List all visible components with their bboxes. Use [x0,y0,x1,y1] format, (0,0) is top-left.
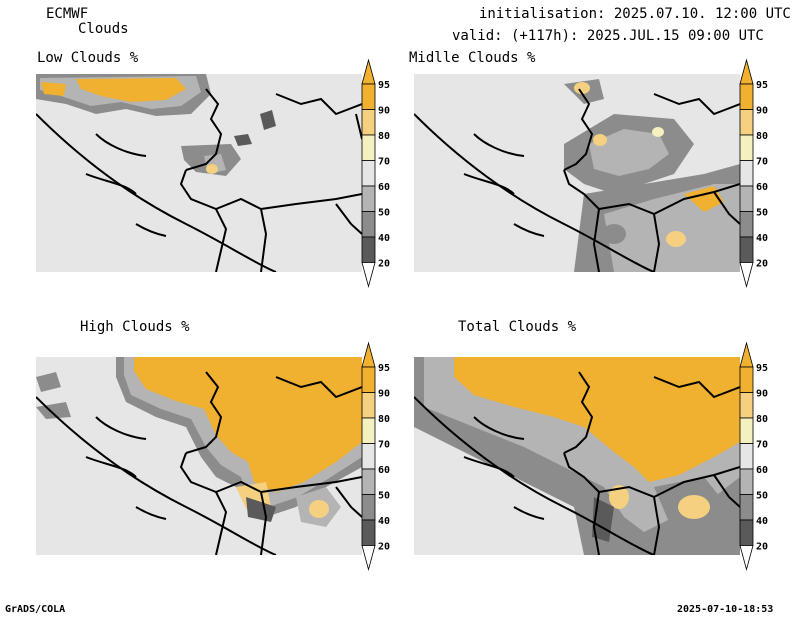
colorbar-tick-label: 50 [378,491,390,502]
colorbar-segment [739,494,754,521]
colorbar-segment [739,468,754,495]
colorbar-segment [739,83,754,110]
colorbar-segment [361,417,376,444]
map-high-clouds [36,357,362,555]
colorbar-segment [739,417,754,444]
colorbar-high: 95 90 80 70 60 50 40 20 [361,341,401,579]
colorbar-tick-label: 90 [756,106,768,117]
colorbar-middle: 95 90 80 70 60 50 40 20 [739,58,779,296]
colorbar-tick-label: 20 [378,259,390,270]
colorbar-segment [361,134,376,161]
product-label: Clouds [78,21,129,37]
colorbar-segment [739,109,754,136]
cloud-cover [36,357,362,527]
borders [414,371,740,555]
colorbar-top-arrow [361,58,376,85]
colorbar-tick-label: 95 [378,363,390,374]
colorbar-total: 95 90 80 70 60 50 40 20 [739,341,779,579]
colorbar-tick-label: 50 [756,491,768,502]
colorbar-tick-label: 70 [756,440,768,451]
colorbar-tick-label: 40 [756,233,768,244]
colorbar-bottom-arrow [739,262,754,289]
borders [36,371,362,555]
colorbar-tick-label: 95 [756,363,768,374]
colorbar-segment [361,392,376,419]
footer-left: GrADS/COLA [5,604,66,615]
colorbar-tick-label: 60 [756,465,768,476]
colorbar-top-arrow [739,58,754,85]
colorbar-top-arrow [361,341,376,368]
colorbar-segment [361,494,376,521]
colorbar-segment [361,185,376,212]
colorbar-tick-label: 90 [756,389,768,400]
borders [36,88,362,272]
colorbar-segment [361,109,376,136]
colorbar-tick-label: 95 [756,80,768,91]
colorbar-tick-label: 60 [378,465,390,476]
colorbar-segment [361,211,376,238]
cloud-cover [414,357,740,555]
colorbar-segment [739,236,754,263]
colorbar-top-arrow [739,341,754,368]
colorbar-tick-label: 20 [378,542,390,553]
colorbar-segment [739,185,754,212]
footer-right: 2025-07-10-18:53 [677,604,774,615]
colorbar-segment [739,519,754,546]
panel-title-low: Low Clouds % [37,50,139,66]
colorbar-tick-label: 80 [756,131,768,142]
colorbar-segment [739,160,754,187]
colorbar-tick-label: 50 [756,208,768,219]
colorbar-tick-label: 90 [378,389,390,400]
colorbar-bottom-arrow [361,545,376,572]
panel-title-middle: Midlle Clouds % [409,50,536,66]
colorbar-tick-label: 20 [756,542,768,553]
colorbar-tick-label: 95 [378,80,390,91]
colorbar-bottom-arrow [361,262,376,289]
colorbar-segment [361,443,376,470]
colorbar-segment [361,519,376,546]
map-middle-clouds [414,74,740,272]
map-total-clouds [414,357,740,555]
colorbar-bottom-arrow [739,545,754,572]
valid-label: valid: (+117h): 2025.JUL.15 09:00 UTC [452,28,764,44]
colorbar-tick-label: 70 [756,157,768,168]
colorbar-tick-label: 70 [378,440,390,451]
colorbar-tick-label: 50 [378,208,390,219]
colorbar-tick-label: 60 [756,182,768,193]
colorbar-segment [361,160,376,187]
colorbar-tick-label: 20 [756,259,768,270]
colorbar-segment [739,134,754,161]
colorbar-tick-label: 40 [378,516,390,527]
map-low-clouds [36,74,362,272]
colorbar-segment [739,392,754,419]
colorbar-low: 95 90 80 70 60 50 40 20 [361,58,401,296]
colorbar-segment [739,366,754,393]
colorbar-segment [739,443,754,470]
borders [414,88,740,272]
colorbar-tick-label: 80 [378,414,390,425]
colorbar-tick-label: 70 [378,157,390,168]
colorbar-segment [739,211,754,238]
colorbar-segment [361,236,376,263]
colorbar-svg: 95 90 80 70 60 50 40 20 [361,341,390,572]
panel-title-total: Total Clouds % [458,319,577,335]
colorbar-tick-label: 60 [378,182,390,193]
colorbar-tick-label: 40 [756,516,768,527]
colorbar-segment [361,366,376,393]
colorbar-svg: 95 90 80 70 60 50 40 20 [739,341,768,572]
colorbar-tick-label: 40 [378,233,390,244]
model-label: ECMWF [46,6,89,22]
colorbar-svg: 95 90 80 70 60 50 40 20 [739,58,768,289]
colorbar-segment [361,83,376,110]
cloud-cover [36,74,276,176]
panel-title-high: High Clouds % [80,319,190,335]
colorbar-tick-label: 90 [378,106,390,117]
cloud-cover [564,79,740,272]
colorbar-segment [361,468,376,495]
colorbar-tick-label: 80 [756,414,768,425]
initialisation-label: initialisation: 2025.07.10. 12:00 UTC [479,6,791,22]
colorbar-svg: 95 90 80 70 60 50 40 20 [361,58,390,289]
colorbar-tick-label: 80 [378,131,390,142]
